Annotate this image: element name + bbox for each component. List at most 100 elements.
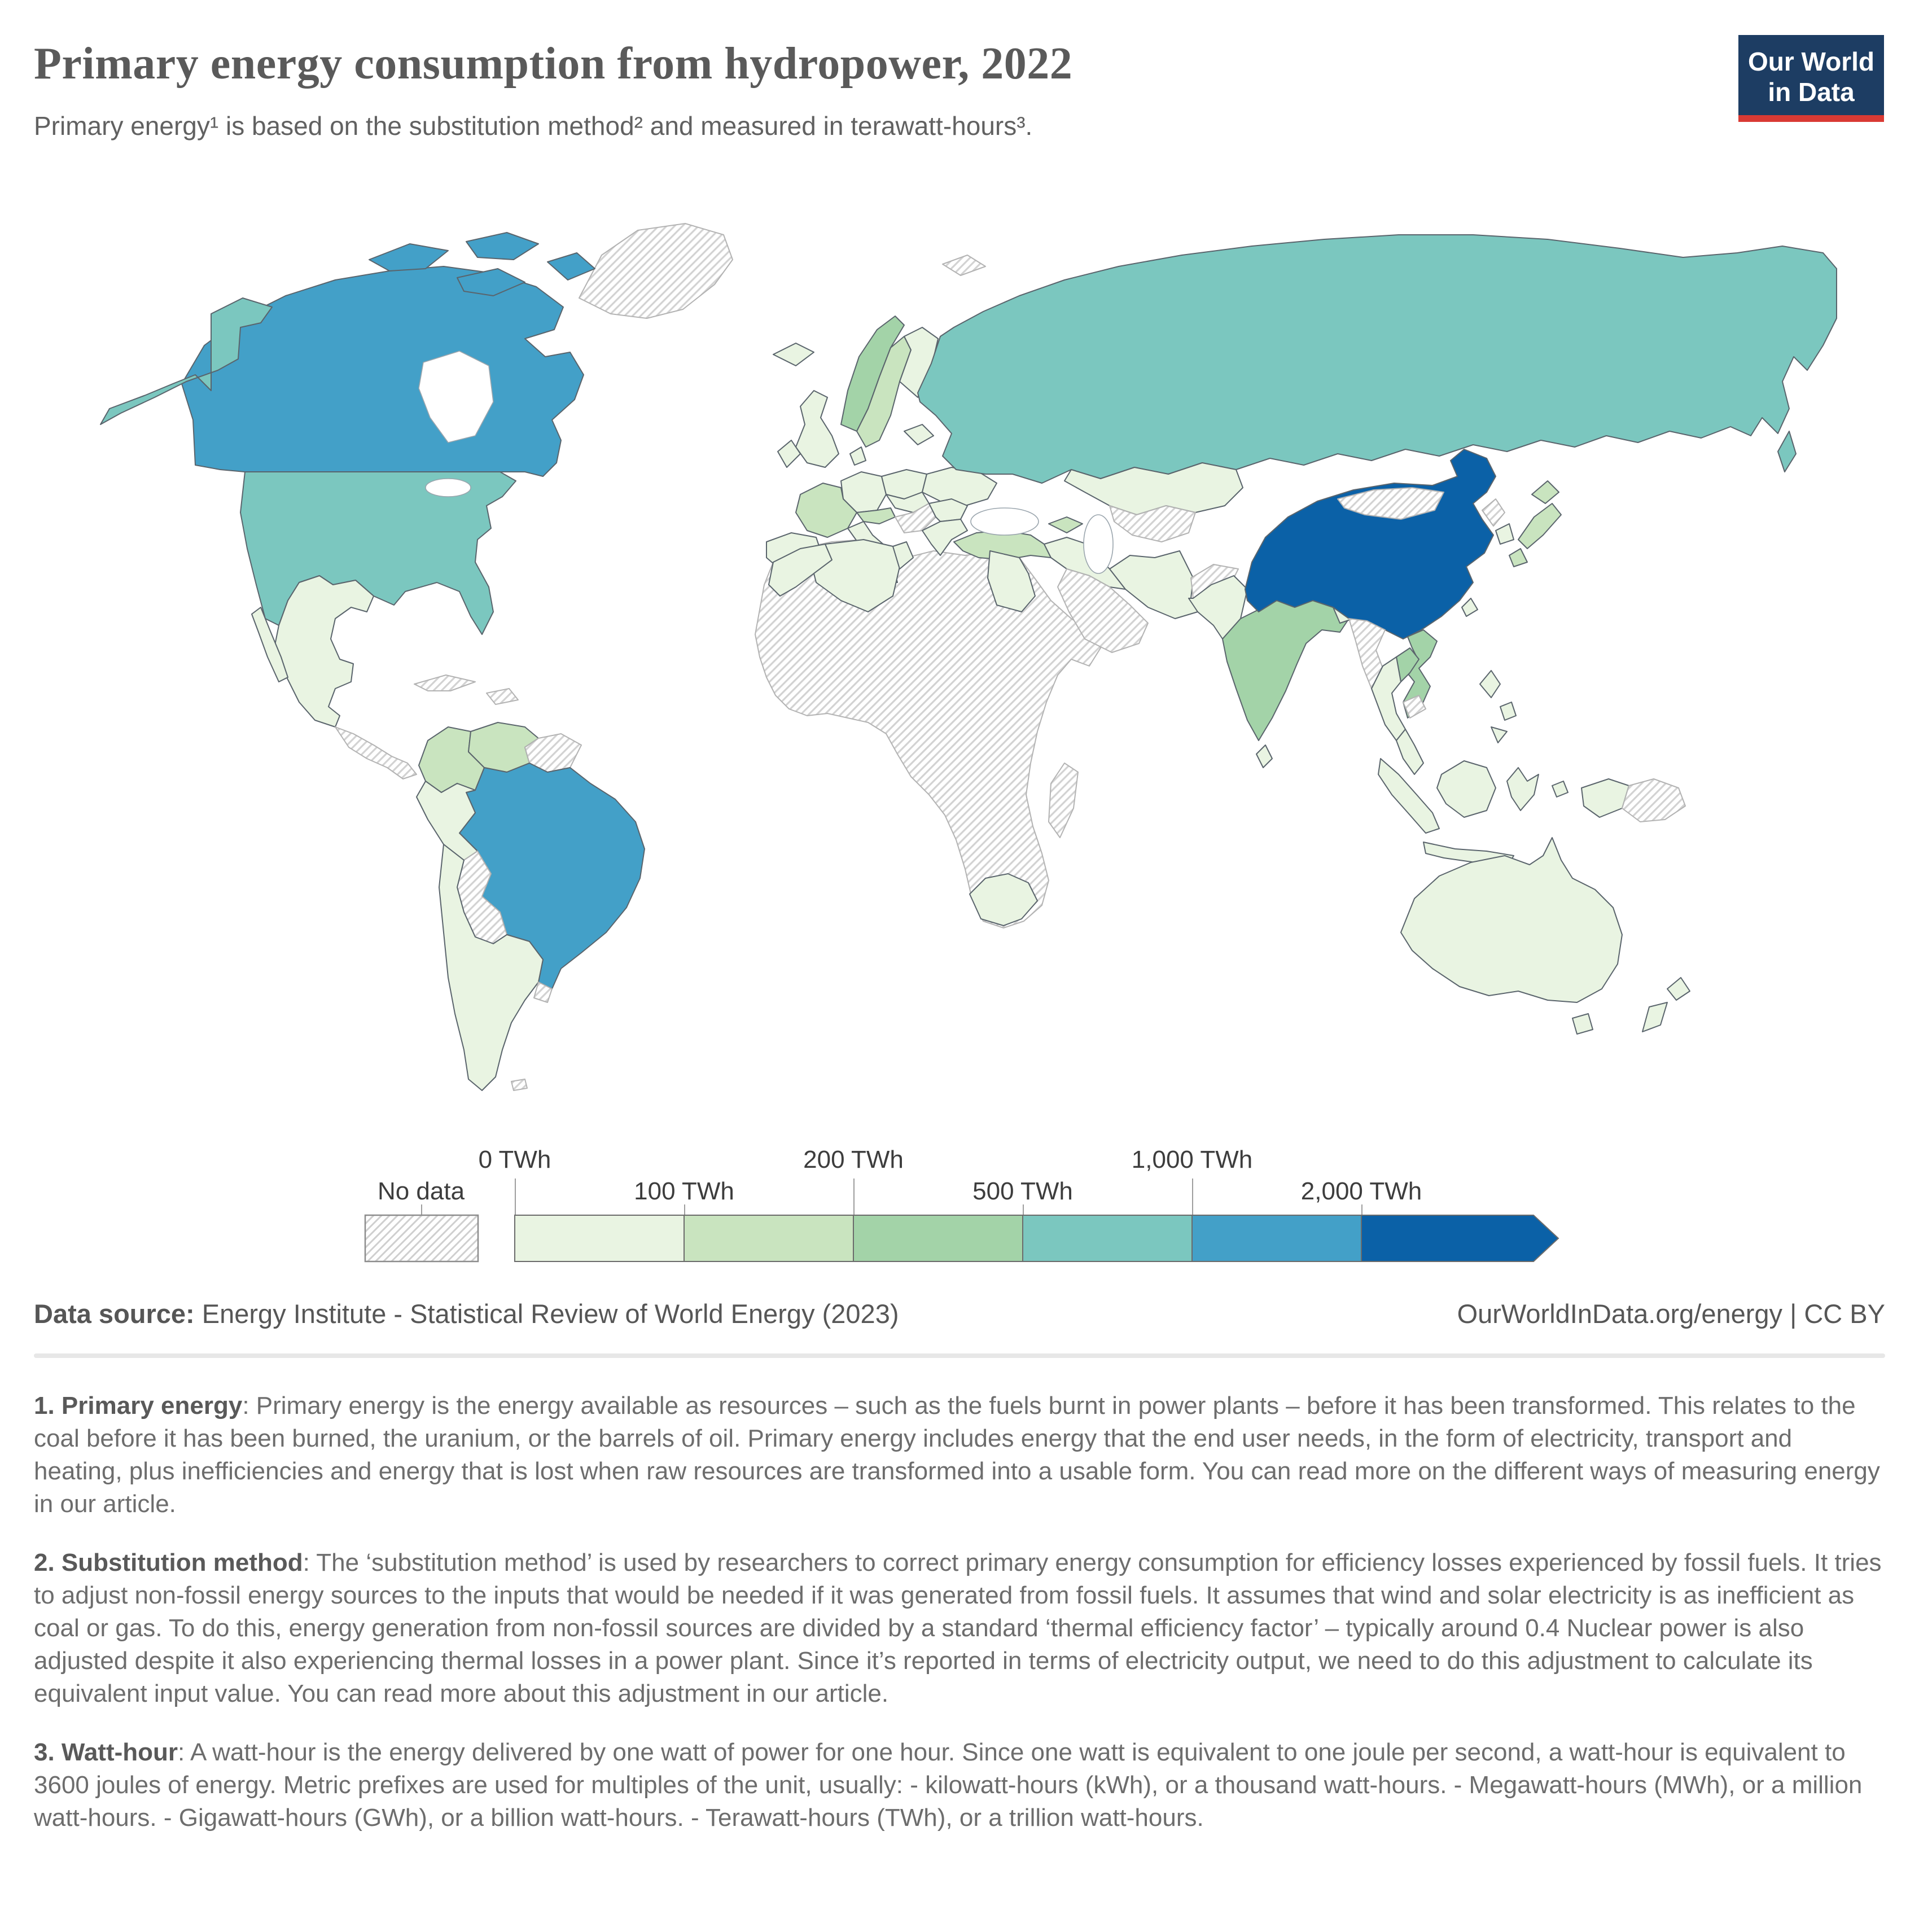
country-greenland[interactable] [579,223,733,319]
data-source-text: Energy Institute - Statistical Review of… [194,1299,899,1329]
country-iceland[interactable] [773,343,814,366]
country-japan-hokkaido[interactable] [1531,480,1559,504]
country-cambodia[interactable] [1403,695,1426,719]
country-pakistan[interactable] [1188,575,1248,639]
country-sri-lanka[interactable] [1256,744,1273,768]
country-south-korea[interactable] [1495,523,1514,545]
country-canada-arctic-islands[interactable] [369,232,595,296]
world-map [51,210,1846,1147]
great-lakes [425,478,471,497]
footnote-primary-energy: 1. Primary energy: Primary energy is the… [34,1392,1880,1518]
black-sea [970,507,1039,536]
country-japan-kyushu[interactable] [1509,548,1528,567]
country-tunisia[interactable] [892,541,914,569]
country-cuba[interactable] [414,674,476,691]
country-mexico[interactable] [274,575,374,728]
region-borneo[interactable] [1436,760,1496,818]
country-south-africa[interactable] [969,873,1038,926]
region-arabian-peninsula[interactable] [1057,568,1149,653]
legend-tickline [684,1204,685,1215]
country-papua-new-guinea[interactable] [1622,778,1686,822]
country-australia[interactable] [1400,837,1623,1003]
legend-tickline [853,1179,855,1215]
country-new-zealand-north[interactable] [1667,977,1690,1001]
owid-logo[interactable]: Our World in Data [1738,35,1884,122]
legend-swatch-band1[interactable] [514,1215,685,1262]
region-peru-ecuador[interactable] [416,781,478,861]
owid-link[interactable]: OurWorldInData.org/energy [1457,1299,1783,1329]
country-mexico-baja[interactable] [251,607,288,682]
legend-tick-200: 200 TWh [803,1146,904,1173]
country-philippines-luzon[interactable] [1479,670,1501,698]
country-ireland[interactable] [777,440,801,468]
region-falkland-islands[interactable] [511,1079,528,1091]
separator: | [1782,1299,1804,1329]
legend-color-bar[interactable] [514,1215,1559,1262]
country-thailand[interactable] [1371,656,1406,741]
country-svalbard[interactable] [942,255,986,276]
license-cc-by[interactable]: CC BY [1804,1299,1885,1329]
legend-tickline [1023,1204,1024,1215]
legend-tick-2000: 2,000 TWh [1300,1177,1422,1205]
region-sulawesi[interactable] [1506,767,1539,811]
caspian-sea [1083,514,1114,574]
region-greece-bulgaria[interactable] [922,519,968,556]
country-algeria[interactable] [813,539,900,612]
page-title: Primary energy consumption from hydropow… [34,39,1073,89]
country-alaska-usa[interactable] [100,297,273,425]
legend-tickline [421,1204,422,1215]
region-moluccas[interactable] [1552,781,1569,798]
legend-tick-1000: 1,000 TWh [1131,1146,1253,1173]
region-sumatra[interactable] [1378,758,1440,834]
country-egypt[interactable] [987,550,1036,612]
country-france[interactable] [795,483,857,538]
data-source: Data source: Energy Institute - Statisti… [34,1298,899,1329]
region-hispaniola[interactable] [486,688,519,705]
country-north-korea[interactable] [1482,498,1505,527]
country-madagascar[interactable] [1048,763,1079,838]
footnote-substitution-method: 2. Substitution method: The ‘substitutio… [34,1549,1882,1707]
legend-tick-500: 500 TWh [972,1177,1073,1205]
region-central-america[interactable] [335,726,417,779]
legend-tick-0: 0 TWh [478,1146,551,1173]
country-kazakhstan[interactable] [1064,462,1243,515]
page-subtitle: Primary energy¹ is based on the substitu… [34,111,1033,141]
region-baltic-states[interactable] [904,424,934,445]
legend-swatch-band4[interactable] [1022,1215,1193,1262]
footnote-watt-hour: 3. Watt-hour: A watt-hour is the energy … [34,1738,1863,1832]
footnotes: 1. Primary energy: Primary energy is the… [34,1390,1885,1860]
legend-swatch-band3[interactable] [853,1215,1023,1262]
country-united-states[interactable] [240,471,516,635]
region-west-papua[interactable] [1581,778,1629,818]
country-uruguay[interactable] [533,982,553,1003]
data-source-label: Data source: [34,1299,195,1329]
legend-swatch-band5[interactable] [1191,1215,1362,1262]
country-mongolia[interactable] [1337,487,1444,520]
legend-tickline [1192,1179,1193,1215]
country-india[interactable] [1222,600,1350,741]
region-caucasus[interactable] [1048,516,1083,533]
legend-no-data-swatch[interactable] [364,1214,479,1263]
legend-swatch-band2[interactable] [684,1215,854,1262]
region-sakhalin[interactable] [1777,431,1797,472]
divider [34,1353,1885,1358]
region-tasmania[interactable] [1572,1013,1593,1035]
owid-logo-line1: Our World [1747,47,1875,76]
country-russia[interactable] [917,234,1837,484]
country-japan-honshu[interactable] [1518,503,1562,549]
country-taiwan[interactable] [1461,598,1478,617]
region-africa[interactable] [755,539,1101,928]
hudson-bay [418,351,494,443]
region-chile-argentina[interactable] [439,844,544,1091]
legend-swatch-band6[interactable] [1361,1215,1559,1262]
country-new-zealand-south[interactable] [1642,1002,1668,1032]
country-united-kingdom[interactable] [795,390,839,468]
country-philippines-mindanao[interactable] [1491,726,1508,743]
country-philippines-visayas[interactable] [1500,702,1517,721]
legend-no-data-label: No data [377,1177,465,1205]
legend-tickline [515,1179,516,1215]
owid-logo-underline [1738,115,1884,122]
country-denmark[interactable] [849,446,866,466]
region-malay-peninsula[interactable] [1396,729,1424,775]
region-central-asia[interactable] [1109,505,1196,542]
